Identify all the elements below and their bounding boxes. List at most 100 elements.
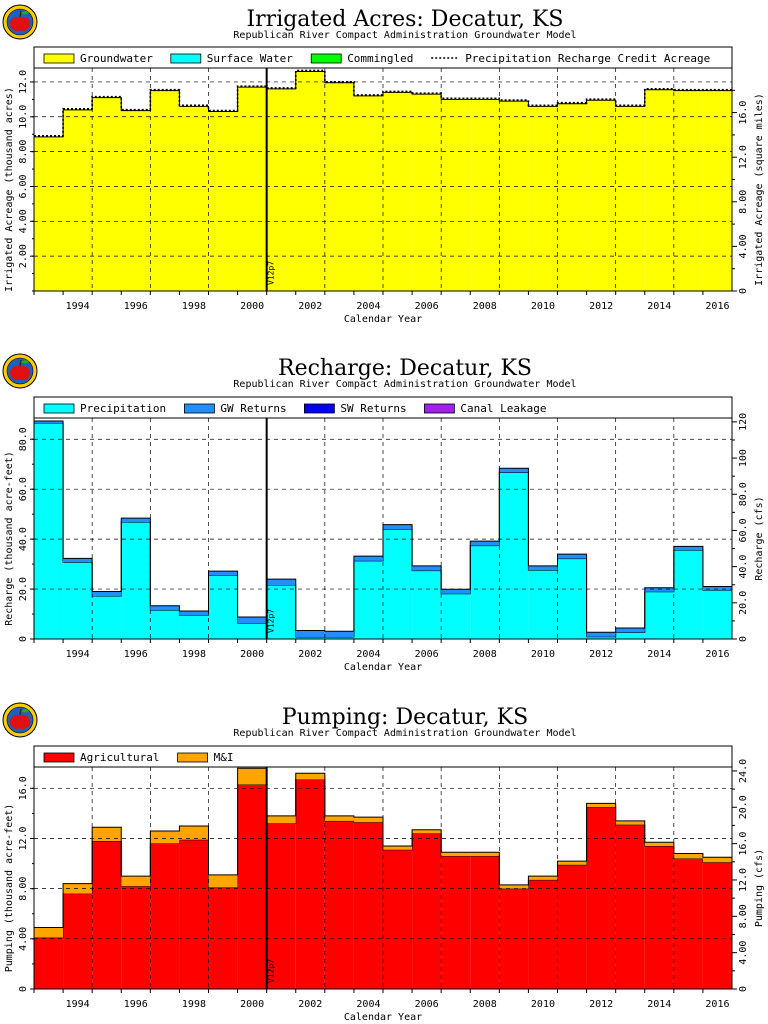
series-bar-precipitation [499, 472, 529, 639]
x-axis-label: Calendar Year [344, 314, 422, 325]
series-bar-groundwater [644, 89, 674, 291]
series-bar-precipitation [34, 422, 64, 639]
x-tick-label: 2014 [647, 649, 671, 660]
series-bar-agricultural [34, 937, 64, 989]
series-bar-groundwater [528, 106, 558, 291]
series-bar-m-i [266, 815, 296, 824]
series-bar-gw-returns [673, 546, 703, 551]
series-bar-precipitation [412, 570, 442, 639]
legend-label: Agricultural [80, 751, 159, 764]
y-right-tick-label: 4.00 [738, 941, 749, 965]
series-bar-precipitation [383, 529, 413, 639]
series-bar-agricultural [121, 886, 151, 989]
y-right-tick-label: 80.0 [738, 482, 749, 506]
series-bar-gw-returns [528, 565, 558, 571]
x-tick-label: 2006 [415, 301, 439, 312]
logo-stem [19, 359, 22, 367]
series-bar-groundwater [383, 92, 413, 291]
series-bar-m-i [615, 820, 645, 825]
series-bar-precipitation [470, 545, 500, 639]
x-tick-label: 1996 [124, 649, 148, 660]
series-bar-agricultural [557, 864, 587, 989]
series-bar-gw-returns [702, 586, 732, 591]
series-bar-m-i [644, 842, 674, 847]
y-tick-label: 4.00 [18, 209, 29, 233]
y-axis-label: Irrigated Acreage (thousand acres) [4, 87, 15, 292]
series-bar-agricultural [63, 893, 93, 989]
series-bar-groundwater [266, 88, 296, 291]
series-bar-m-i [353, 817, 383, 823]
series-bar-precipitation [644, 591, 674, 639]
legend-label: M&I [214, 751, 234, 764]
series-bar-agricultural [237, 784, 267, 989]
x-tick-label: 1998 [182, 301, 206, 312]
series-bar-precipitation [295, 637, 325, 639]
y-right-tick-label: 8.00 [738, 904, 749, 928]
legend-label: Precipitation [80, 402, 166, 415]
series-bar-gw-returns [412, 565, 442, 571]
x-tick-label: 1998 [182, 999, 206, 1010]
series-bar-groundwater [673, 90, 703, 291]
series-bar-m-i [237, 768, 267, 785]
series-bar-precipitation [702, 590, 732, 639]
series-bar-groundwater [586, 100, 616, 291]
series-bar-gw-returns [644, 587, 674, 592]
series-bar-m-i [92, 827, 122, 841]
series-bar-precipitation [63, 562, 93, 639]
series-bar-precipitation [615, 632, 645, 639]
y-tick-label: 12.0 [18, 826, 29, 850]
series-bar-agricultural [702, 862, 732, 989]
series-bar-groundwater [324, 82, 354, 291]
legend-swatch [310, 53, 342, 64]
series-bar-m-i [412, 829, 442, 834]
series-bar-groundwater [353, 95, 383, 291]
chart-subtitle: Republican River Compact Administration … [233, 379, 576, 390]
legend-swatch [177, 752, 209, 763]
series-bar-m-i [295, 773, 325, 780]
x-tick-label: 2014 [647, 999, 671, 1010]
series-bar-gw-returns [615, 628, 645, 633]
x-tick-label: 2004 [356, 999, 380, 1010]
series-bar-groundwater [208, 111, 238, 291]
x-tick-label: 2016 [705, 301, 729, 312]
x-tick-label: 2002 [298, 301, 322, 312]
series-bar-groundwater [150, 90, 180, 291]
y-right-axis-label: Recharge (cfs) [754, 496, 765, 580]
y-tick-label: 16.0 [18, 776, 29, 800]
series-bar-precipitation [528, 570, 558, 639]
series-bar-m-i [383, 846, 413, 850]
series-bar-m-i [586, 803, 616, 808]
x-tick-label: 2016 [705, 649, 729, 660]
series-bar-gw-returns [34, 420, 64, 423]
series-bar-gw-returns [586, 632, 616, 637]
series-bar-precipitation [557, 558, 587, 639]
series-bar-groundwater [63, 109, 93, 291]
series-bar-groundwater [237, 87, 267, 291]
y-axis-label: Pumping (thousand acre-feet) [4, 804, 15, 973]
series-bar-precipitation [121, 522, 151, 639]
y-tick-label: 10.0 [18, 105, 29, 129]
y-tick-label: 20.0 [18, 577, 29, 601]
chart-title: Recharge: Decatur, KS [278, 356, 532, 381]
series-bar-gw-returns [92, 591, 122, 597]
series-bar-agricultural [150, 843, 180, 989]
series-bar-gw-returns [179, 611, 209, 616]
x-axis-label: Calendar Year [344, 662, 422, 673]
x-tick-label: 2000 [240, 649, 264, 660]
series-bar-precipitation [208, 575, 238, 639]
legend-swatch [303, 403, 335, 414]
legend-swatch [423, 403, 455, 414]
series-bar-groundwater [92, 97, 122, 291]
apple-logo-icon [2, 353, 38, 389]
x-tick-label: 2012 [589, 649, 613, 660]
y-right-tick-label: 40.0 [738, 555, 749, 579]
x-tick-label: 2012 [589, 999, 613, 1010]
series-bar-gw-returns [441, 589, 471, 594]
y-tick-label: 8.00 [18, 140, 29, 164]
legend-label: Precipitation Recharge Credit Acreage [465, 52, 710, 65]
x-tick-label: 1994 [66, 649, 90, 660]
